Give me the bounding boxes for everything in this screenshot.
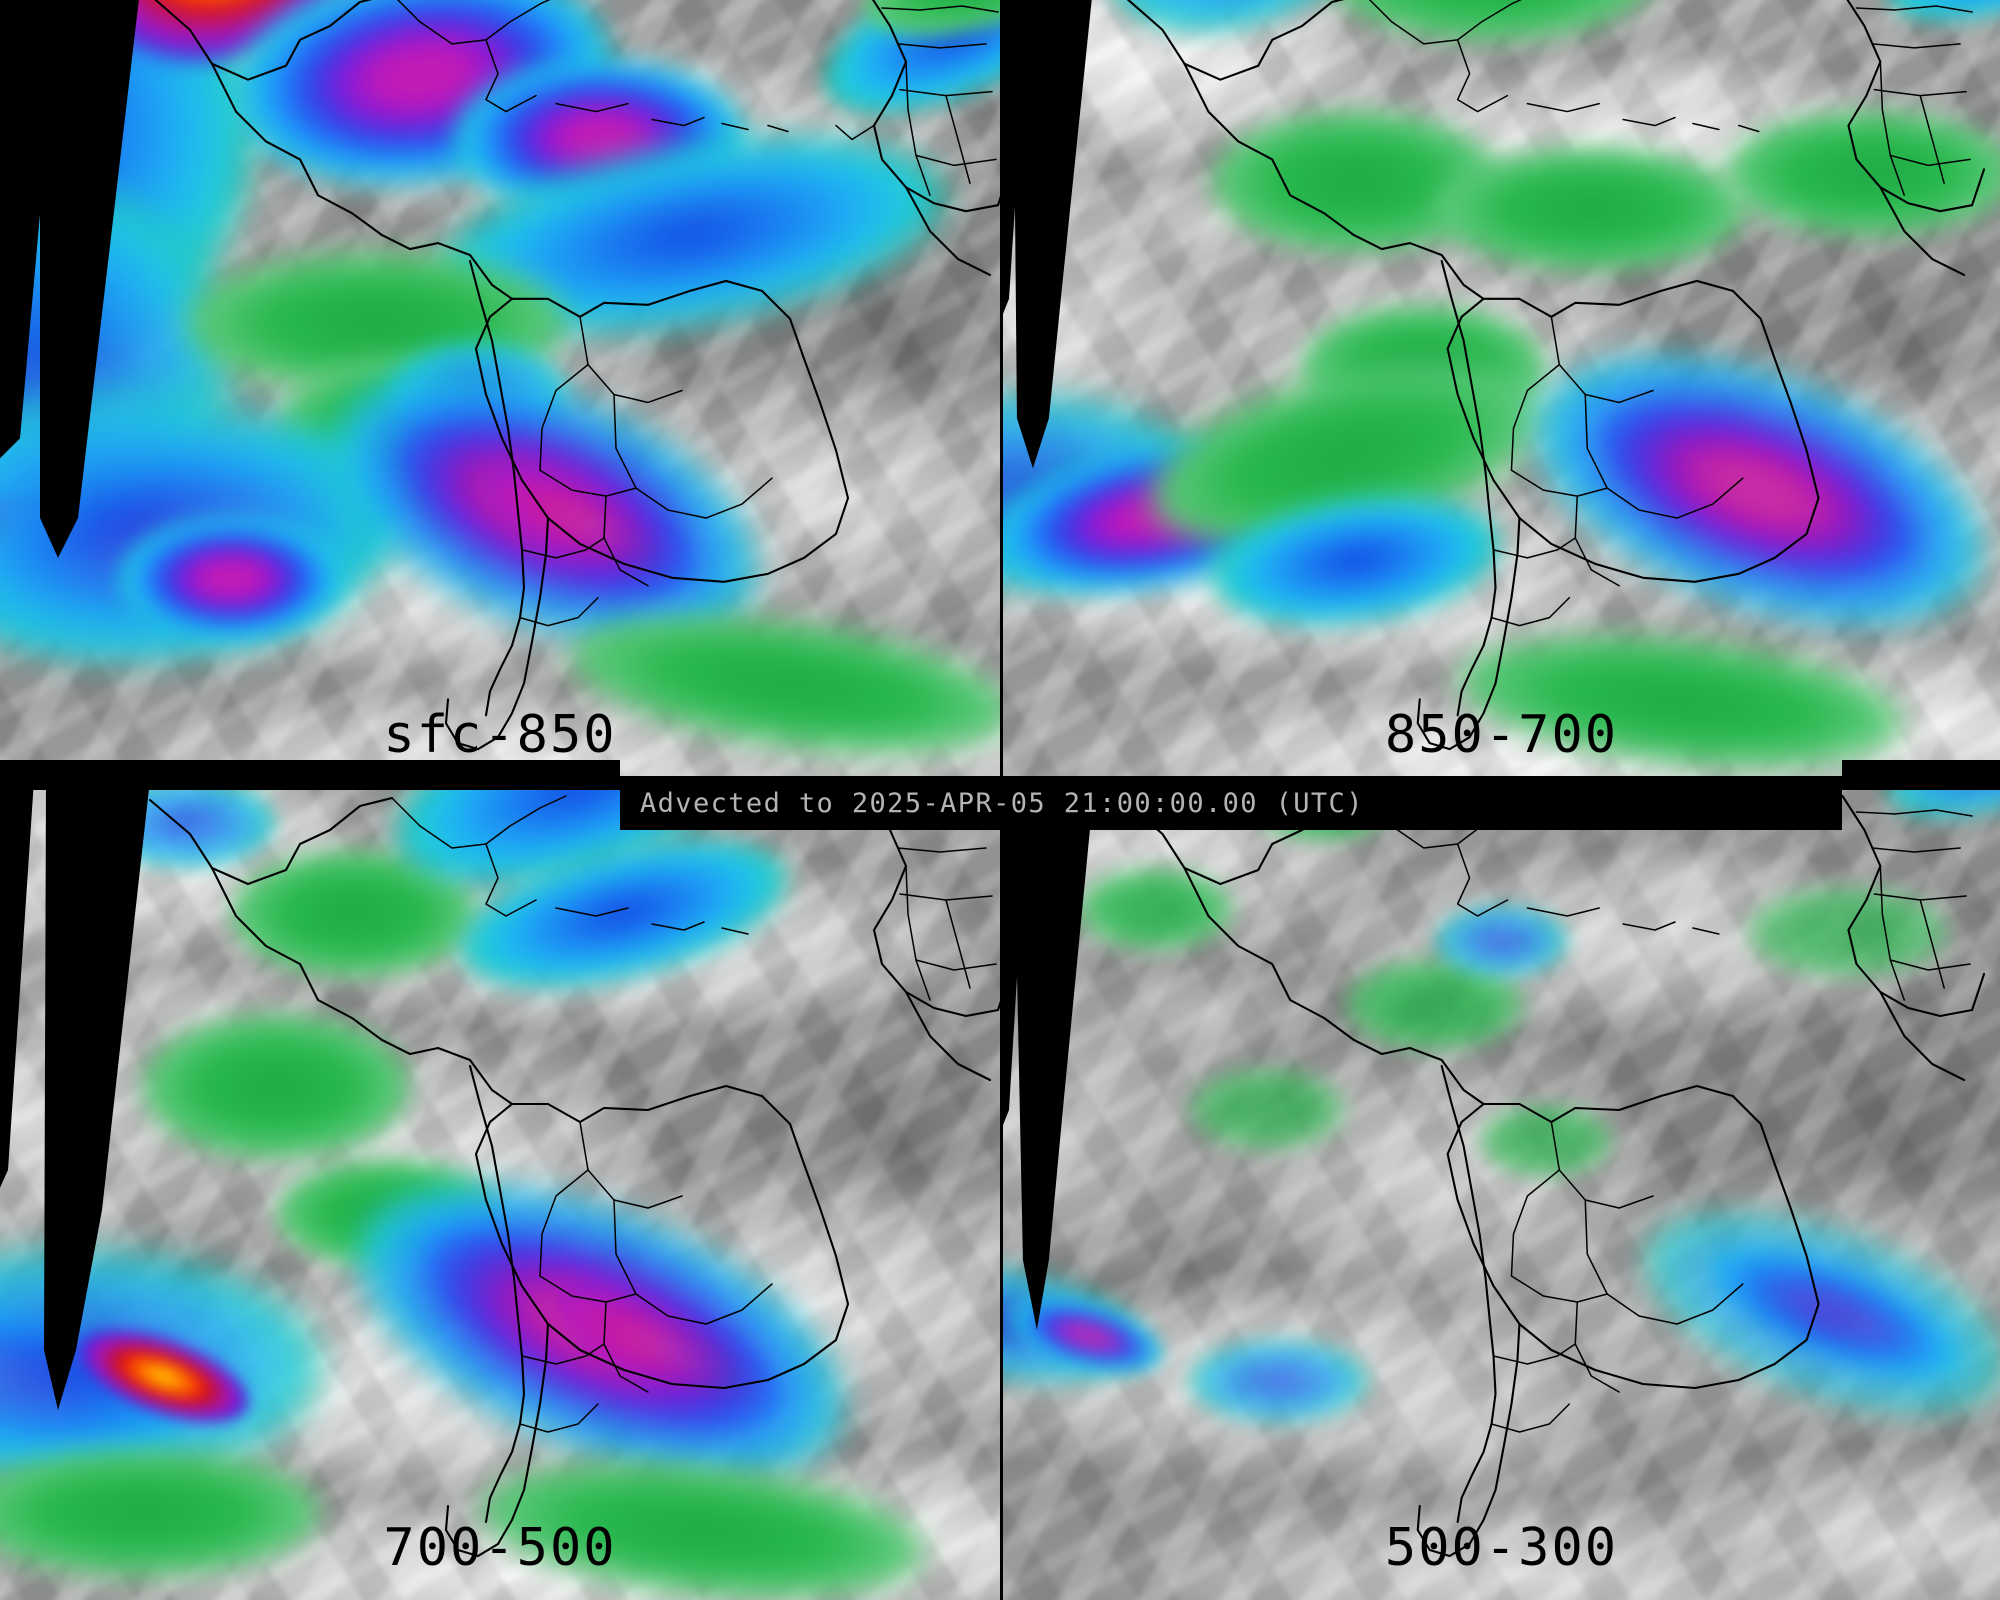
moisture-layer — [1003, 0, 2000, 787]
satellite-field-700-500 — [0, 790, 1000, 1600]
divider-strip-right — [1842, 760, 2000, 790]
panel-850-700[interactable]: 850-700 — [1003, 0, 2000, 790]
panel-500-300[interactable]: 500-300 — [1003, 790, 2000, 1600]
panel-label-500-300: 500-300 — [1384, 1518, 1619, 1578]
moisture-layer — [0, 0, 1000, 787]
timestamp-text: Advected to 2025-APR-05 21:00:00.00 (UTC… — [640, 787, 1364, 819]
satellite-field-sfc-850 — [0, 0, 1000, 787]
panel-700-500[interactable]: 700-500 — [0, 790, 1003, 1600]
panel-label-850-700: 850-700 — [1384, 705, 1619, 765]
timestamp-banner: Advected to 2025-APR-05 21:00:00.00 (UTC… — [620, 776, 1842, 830]
satellite-field-500-300 — [1003, 790, 2000, 1600]
divider-strip-left — [0, 760, 620, 790]
moisture-layer — [1003, 790, 2000, 1600]
moisture-layer — [0, 790, 1000, 1600]
panel-label-700-500: 700-500 — [383, 1518, 617, 1578]
satellite-field-850-700 — [1003, 0, 2000, 787]
panel-label-sfc-850: sfc-850 — [383, 705, 617, 765]
panel-sfc-850[interactable]: sfc-850 — [0, 0, 1003, 790]
